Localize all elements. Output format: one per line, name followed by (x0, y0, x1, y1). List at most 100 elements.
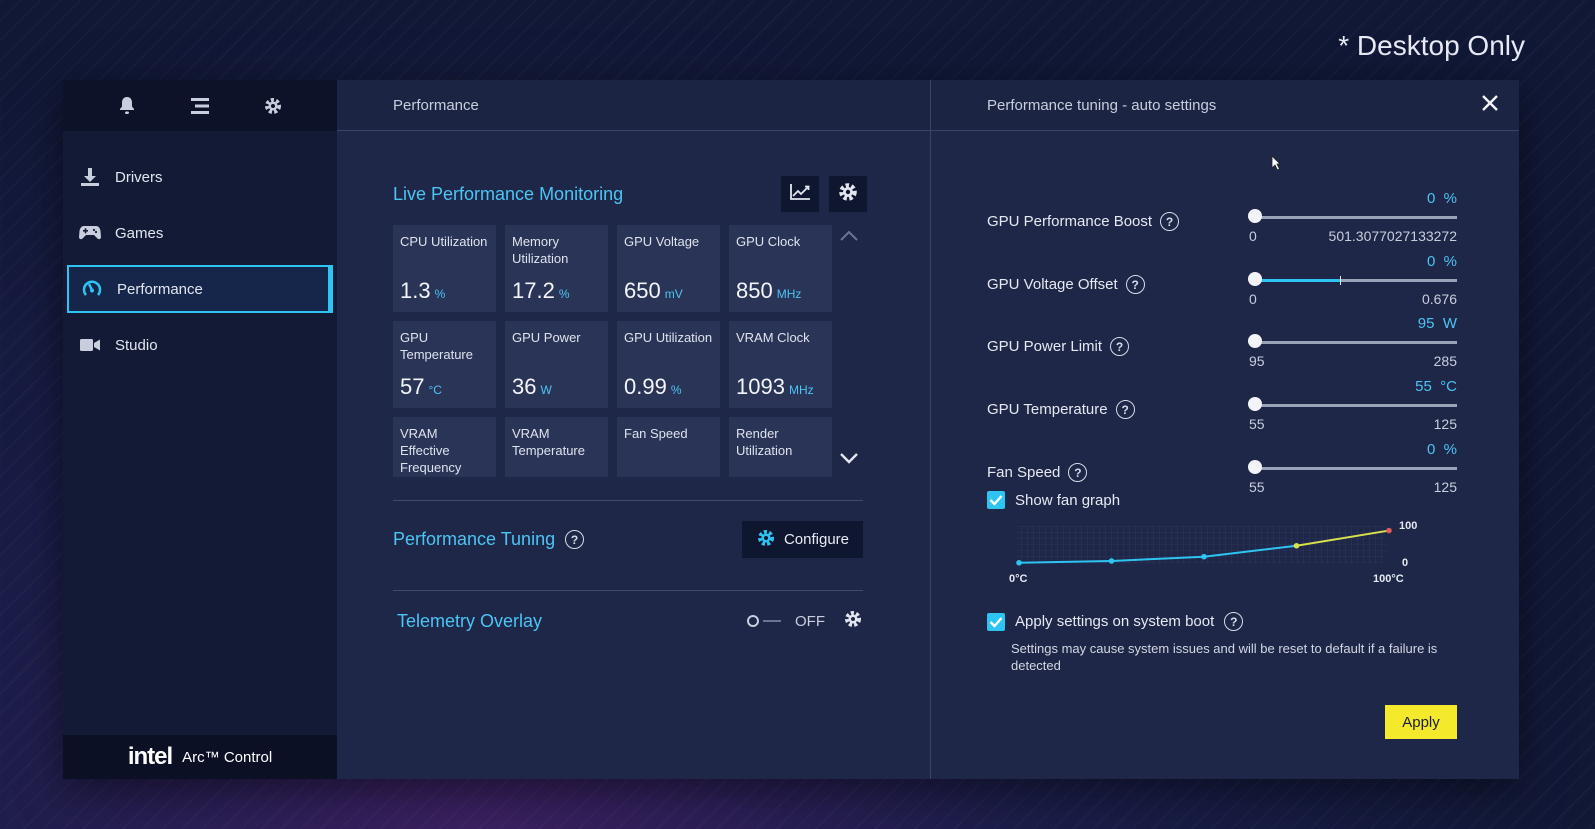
sidebar-item-games[interactable]: Games (67, 209, 333, 257)
scroll-down-button[interactable] (837, 450, 861, 470)
performance-pane: Performance Live Performance Monitoring (337, 80, 931, 779)
show-fan-graph-row: Show fan graph (987, 491, 1120, 509)
show-fan-graph-checkbox[interactable] (987, 491, 1005, 509)
help-icon[interactable]: ? (1160, 212, 1180, 231)
gear-icon[interactable] (262, 95, 284, 117)
metric-value: 57 °C (400, 374, 442, 399)
menu-icon[interactable] (189, 95, 211, 117)
fan-curve-point[interactable] (1386, 527, 1392, 534)
slider-gpu-power-limit: GPU Power Limit? 95 W 95 285 (987, 315, 1457, 383)
help-icon[interactable]: ? (1115, 400, 1135, 419)
fan-curve-segment (1296, 529, 1390, 547)
slider-knob[interactable] (1248, 397, 1262, 411)
configure-label: Configure (783, 531, 849, 548)
slider-label: GPU Power Limit? (987, 337, 1130, 356)
fan-curve-point[interactable] (1293, 542, 1300, 549)
desktop-only-note: * Desktop Only (1338, 30, 1525, 61)
main-area: Performance Live Performance Monitoring (337, 80, 1519, 779)
apply-on-boot-checkbox[interactable] (987, 612, 1005, 631)
telemetry-toggle[interactable] (747, 614, 783, 628)
slider-fan-speed: Fan Speed? 0 % 55 125 (987, 441, 1457, 509)
metric-tile: Render Utilization (729, 417, 832, 477)
sidebar-item-studio[interactable]: Studio (67, 321, 333, 369)
slider-value: 0 % (1426, 441, 1457, 458)
sidebar-item-performance[interactable]: Performance (67, 265, 333, 313)
close-icon (1481, 94, 1499, 116)
tuning-settings-pane: Performance tuning - auto settings GPU P… (931, 80, 1519, 779)
monitoring-actions (781, 176, 867, 212)
sidebar: Drivers Games Performance Studio (63, 80, 337, 779)
slider-min: 55 (1249, 416, 1265, 432)
tuning-header: Performance tuning - auto settings (931, 80, 1519, 131)
telemetry-controls: OFF (747, 609, 863, 633)
help-icon[interactable]: ? (1110, 337, 1130, 356)
slider-knob[interactable] (1248, 460, 1262, 474)
slider-knob[interactable] (1248, 209, 1262, 223)
metric-tile: Memory Utilization 17.2% (505, 225, 608, 312)
chevron-down-icon (839, 451, 859, 469)
performance-tuning-title: Performance Tuning (393, 529, 556, 549)
performance-tuning-heading: Performance Tuning ? (393, 529, 585, 550)
metric-value: 17.2% (512, 278, 570, 303)
slider-gpu-performance-boost: GPU Performance Boost? 0 % 0 501.3077027… (987, 190, 1457, 258)
slider-max: 125 (1433, 416, 1457, 432)
arc-control-window: Drivers Games Performance Studio (63, 80, 1519, 779)
metric-tile: VRAM Temperature (505, 417, 608, 477)
configure-button[interactable]: Configure (741, 521, 863, 558)
slider-track[interactable] (1255, 467, 1457, 470)
help-icon[interactable]: ? (1224, 612, 1244, 631)
gear-icon (756, 528, 776, 552)
apply-button[interactable]: Apply (1385, 705, 1457, 739)
mouse-cursor-icon (1271, 155, 1281, 176)
show-fan-graph-label: Show fan graph (1015, 491, 1121, 509)
tiles-fade (393, 475, 833, 495)
bell-icon[interactable] (116, 95, 138, 117)
metric-label: VRAM Temperature (512, 426, 585, 458)
help-icon[interactable]: ? (1068, 463, 1088, 482)
close-button[interactable] (1477, 92, 1503, 118)
metric-tile: Fan Speed (617, 417, 720, 477)
slider-knob[interactable] (1248, 334, 1262, 348)
performance-tuning-row: Performance Tuning ? Configure (393, 521, 863, 558)
monitoring-settings-button[interactable] (829, 176, 867, 212)
metric-label: VRAM Effective Frequency (400, 426, 462, 475)
slider-max: 501.3077027133272 (1328, 228, 1457, 244)
help-icon[interactable]: ? (565, 530, 585, 549)
slider-track[interactable] (1255, 341, 1457, 344)
telemetry-settings-gear-icon[interactable] (843, 609, 863, 633)
sidebar-item-label: Games (115, 224, 164, 242)
slider-track[interactable] (1255, 216, 1457, 219)
fan-curve-point[interactable] (1201, 553, 1207, 560)
telemetry-overlay-row: Telemetry Overlay OFF (397, 609, 863, 633)
divider (393, 590, 863, 591)
slider-min: 95 (1249, 353, 1265, 369)
slider-track[interactable] (1255, 276, 1457, 285)
metric-value: 1093 MHz (736, 374, 814, 399)
metric-tile: CPU Utilization 1.3% (393, 225, 496, 312)
sidebar-item-label: Drivers (115, 168, 163, 186)
fan-curve-graph[interactable]: 100 0 0°C 100°C (1009, 520, 1429, 598)
fan-curve (1016, 527, 1392, 566)
metric-tile: GPU Clock 850 MHz (729, 225, 832, 312)
fan-curve-segment (1018, 559, 1112, 564)
camera-icon (79, 334, 101, 356)
fan-curve-point[interactable] (1108, 558, 1115, 564)
slider-label: GPU Performance Boost? (987, 212, 1180, 231)
slider-max: 0.676 (1421, 291, 1457, 307)
scroll-up-button[interactable] (837, 228, 861, 248)
slider-knob[interactable] (1248, 272, 1262, 286)
gamepad-icon (79, 222, 101, 244)
graph-x-min-label: 0°C (1009, 573, 1028, 585)
metric-label: Render Utilization (736, 426, 793, 458)
sidebar-item-drivers[interactable]: Drivers (67, 153, 333, 201)
chart-button[interactable] (781, 176, 819, 212)
metric-label: GPU Voltage (624, 234, 700, 249)
graph-y-min-label: 0 (1402, 557, 1408, 569)
download-icon (79, 166, 101, 188)
fan-curve-point[interactable] (1016, 559, 1022, 566)
toggle-track (763, 620, 781, 622)
sidebar-top-bar (63, 80, 337, 131)
apply-on-boot-label: Apply settings on system boot (1015, 613, 1215, 630)
slider-track[interactable] (1255, 404, 1457, 407)
help-icon[interactable]: ? (1125, 275, 1145, 294)
